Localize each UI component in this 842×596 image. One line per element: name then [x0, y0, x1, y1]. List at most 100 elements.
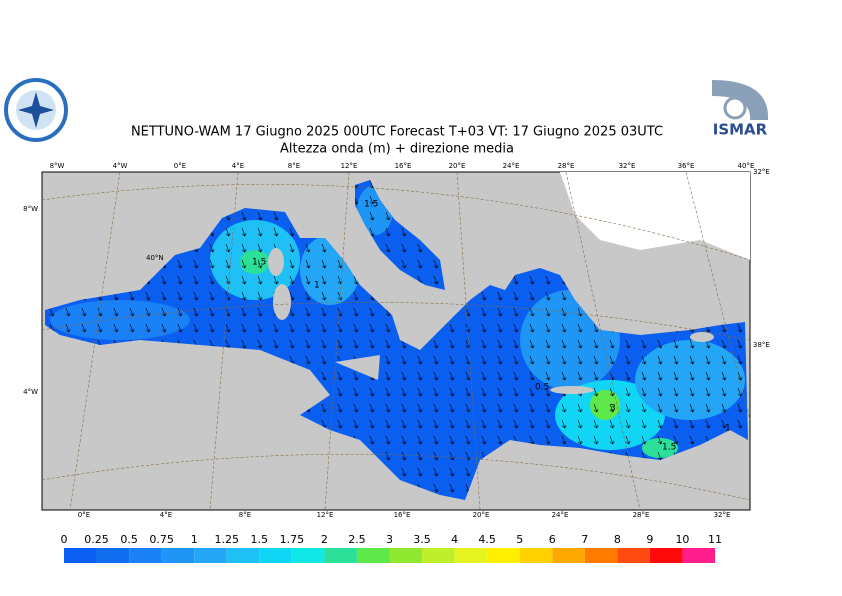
top-lon-label: 32°E — [619, 162, 636, 170]
direction-arrow — [401, 259, 407, 269]
colorbar-swatch — [519, 548, 553, 563]
direction-arrow — [385, 371, 391, 381]
direction-arrow — [177, 307, 183, 317]
direction-arrow — [209, 275, 215, 285]
direction-arrow — [401, 339, 407, 349]
direction-arrow — [305, 323, 311, 333]
direction-arrow — [81, 307, 87, 317]
direction-arrow — [257, 307, 263, 317]
direction-arrow — [433, 275, 439, 285]
left-label: 8°W — [23, 205, 38, 213]
direction-arrow — [673, 387, 679, 397]
direction-arrow — [193, 323, 199, 333]
direction-arrow — [193, 275, 199, 285]
direction-arrow — [497, 307, 503, 317]
direction-arrow — [321, 275, 327, 285]
direction-arrow — [545, 323, 551, 333]
direction-arrow — [417, 355, 423, 365]
direction-arrow — [625, 435, 631, 445]
direction-arrow — [305, 339, 311, 349]
direction-arrow — [689, 435, 695, 445]
direction-arrow — [417, 451, 423, 461]
colorbar-label: 2.5 — [348, 533, 366, 546]
colorbar-label: 9 — [646, 533, 653, 546]
direction-arrow — [241, 323, 247, 333]
direction-arrow — [241, 259, 247, 269]
direction-arrow — [497, 419, 503, 429]
direction-arrow — [241, 339, 247, 349]
direction-arrow — [529, 307, 535, 317]
contour-label: 0.5 — [535, 383, 549, 393]
direction-arrow — [609, 355, 615, 365]
direction-arrow — [449, 339, 455, 349]
direction-arrow — [289, 275, 295, 285]
direction-arrow — [433, 403, 439, 413]
colorbar-swatch — [584, 548, 618, 563]
direction-arrow — [449, 419, 455, 429]
direction-arrow — [225, 243, 231, 253]
direction-arrow — [737, 387, 743, 397]
direction-arrow — [321, 371, 327, 381]
direction-arrow — [353, 387, 359, 397]
direction-arrow — [417, 467, 423, 477]
direction-arrow — [369, 435, 375, 445]
direction-arrow — [513, 307, 519, 317]
direction-arrow — [401, 243, 407, 253]
direction-arrow — [337, 307, 343, 317]
direction-arrow — [673, 339, 679, 349]
direction-arrow — [529, 371, 535, 381]
direction-arrow — [625, 403, 631, 413]
direction-arrow — [689, 403, 695, 413]
direction-arrow — [193, 259, 199, 269]
direction-arrow — [193, 291, 199, 301]
direction-arrow — [113, 323, 119, 333]
direction-arrow — [369, 387, 375, 397]
direction-arrow — [721, 355, 727, 365]
direction-arrow — [241, 275, 247, 285]
direction-arrow — [161, 275, 167, 285]
logo-text: ISMAR — [713, 121, 768, 139]
direction-arrow — [273, 323, 279, 333]
colorbar-swatch — [96, 548, 130, 563]
direction-arrow — [209, 307, 215, 317]
direction-arrow — [641, 339, 647, 349]
direction-arrow — [737, 355, 743, 365]
direction-arrow — [513, 323, 519, 333]
logo-left — [4, 78, 68, 142]
direction-arrow — [225, 227, 231, 237]
contour-label: 1 — [314, 281, 320, 291]
direction-arrow — [209, 259, 215, 269]
direction-arrow — [561, 291, 567, 301]
map: 1.5 1 1.5 0.5 3 1.5 1 40°N — [41, 171, 751, 511]
direction-arrow — [721, 339, 727, 349]
direction-arrow — [577, 339, 583, 349]
direction-arrow — [689, 371, 695, 381]
colorbar-swatch — [389, 548, 423, 563]
top-lon-label: 40°E — [738, 162, 755, 170]
direction-arrow — [513, 403, 519, 413]
colorbar-label: 3 — [386, 533, 393, 546]
direction-arrow — [257, 323, 263, 333]
direction-arrow — [705, 387, 711, 397]
direction-arrow — [641, 371, 647, 381]
direction-arrow — [369, 211, 375, 221]
direction-arrow — [241, 291, 247, 301]
direction-arrow — [705, 403, 711, 413]
direction-arrow — [353, 339, 359, 349]
colorbar-label: 8 — [614, 533, 621, 546]
direction-arrow — [577, 323, 583, 333]
direction-arrow — [369, 339, 375, 349]
direction-arrow — [401, 371, 407, 381]
bottom-lon-label: 0°E — [78, 511, 90, 519]
direction-arrow — [353, 403, 359, 413]
direction-arrow — [625, 419, 631, 429]
direction-arrow — [513, 291, 519, 301]
direction-arrow — [337, 387, 343, 397]
direction-arrow — [529, 387, 535, 397]
direction-arrow — [65, 307, 71, 317]
direction-arrow — [129, 291, 135, 301]
top-lon-label: 4°E — [232, 162, 244, 170]
direction-arrow — [337, 339, 343, 349]
bottom-lon-label: 20°E — [473, 511, 490, 519]
